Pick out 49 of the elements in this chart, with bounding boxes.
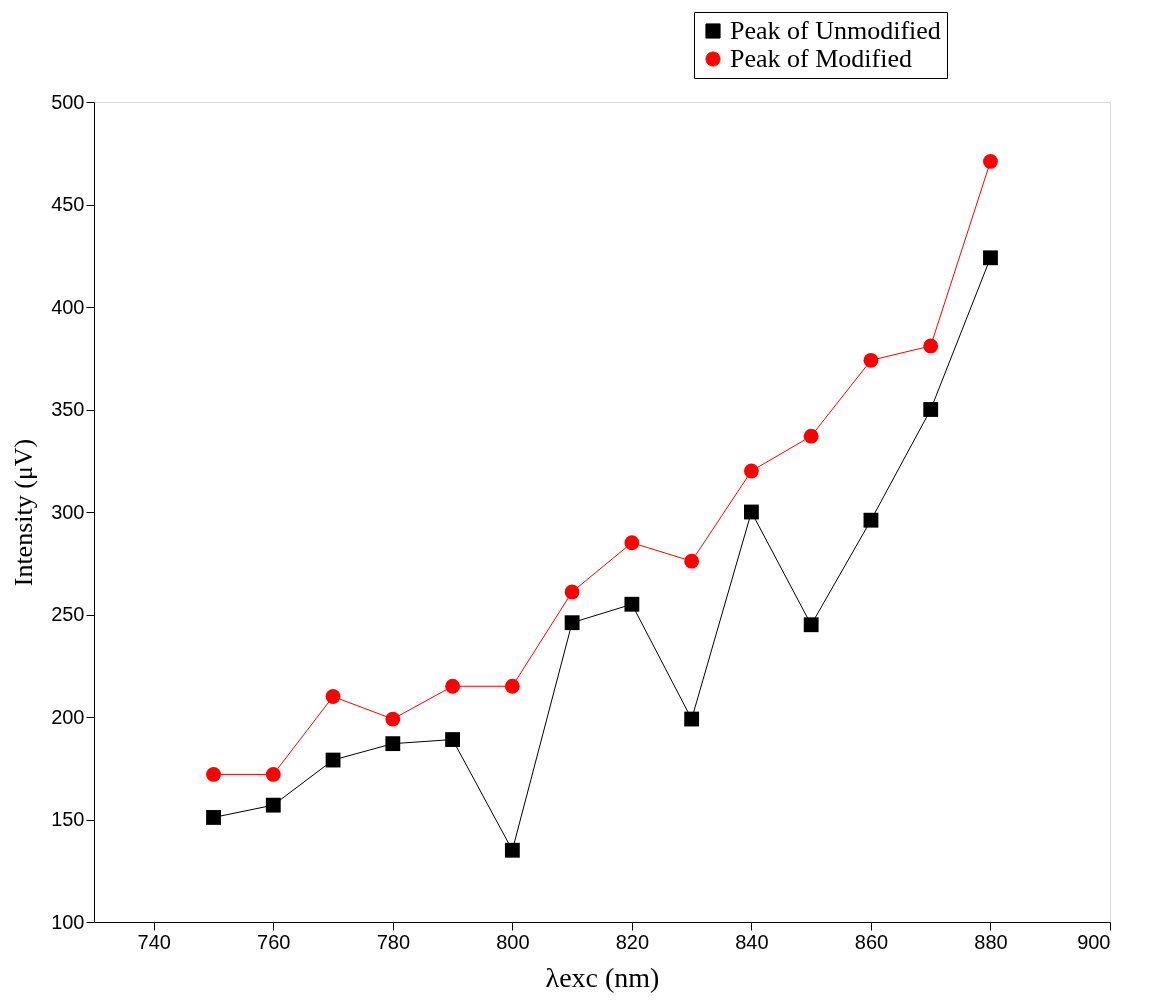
x-tick-label: 760 [257,930,291,953]
point [564,615,580,631]
point [445,678,460,694]
point [863,512,879,528]
point [923,338,939,354]
point [445,732,460,747]
point [983,154,998,169]
x-axis-title: λexc (nm) [545,961,660,993]
x-tick-label: 860 [854,930,889,953]
y-tick-label: 300 [51,500,85,523]
y-tick-label: 150 [51,808,85,830]
point [564,584,580,600]
point [265,767,281,782]
point [385,711,401,727]
point [206,767,221,782]
point [684,553,700,569]
y-tick-label: 350 [51,398,85,420]
point [983,250,998,266]
point [385,736,401,752]
point [265,797,281,813]
point [744,463,759,479]
x-tick-label: 900 [1077,930,1111,953]
y-tick-label: 450 [51,193,85,215]
point [325,689,341,704]
x-tick-label: 740 [137,930,171,953]
point [803,428,819,444]
x-tick-label: 780 [376,930,411,953]
y-tick-label: 200 [51,705,85,728]
point [624,596,640,612]
legend-label: Peak of Unmodified [730,16,941,45]
x-tick-label: 820 [615,930,650,953]
point [684,711,700,727]
point [803,617,819,633]
point [504,678,520,694]
point [863,352,879,368]
y-axis-title: Intensity (μV) [9,438,39,587]
x-tick-label: 880 [974,930,1008,953]
y-tick-label: 100 [51,910,85,933]
x-tick-label: 800 [496,930,530,953]
point [206,810,221,825]
point [923,402,939,417]
point [624,535,640,551]
point [504,842,520,858]
legend-label: Peak of Modified [730,44,912,73]
x-tick-label: 840 [735,930,769,953]
y-tick-label: 500 [51,90,85,113]
y-tick-label: 250 [51,603,85,625]
point [744,504,759,520]
y-tick-label: 400 [51,295,85,318]
